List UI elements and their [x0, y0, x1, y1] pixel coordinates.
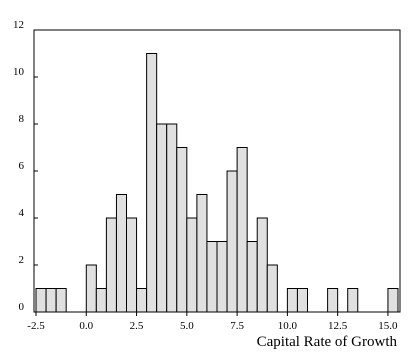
histogram-bar	[176, 147, 188, 313]
histogram-bar	[216, 241, 228, 313]
bars-group	[35, 53, 399, 313]
x-tick-label: 0.0	[79, 320, 93, 332]
y-tick-label: 6	[19, 160, 25, 172]
x-axis: -2.5 0.0 2.5 5.0 7.5 10.0 12.5 15.0	[27, 312, 398, 332]
histogram-bar	[126, 217, 138, 313]
y-axis: 0 2 4 6 8 10 12	[13, 19, 38, 313]
histogram-bar	[387, 288, 399, 313]
x-tick-label: 7.5	[230, 320, 244, 332]
histogram-bar	[146, 53, 158, 313]
histogram-bar	[115, 194, 128, 313]
histogram-bar	[105, 217, 117, 313]
y-tick-label: 4	[19, 207, 25, 219]
x-tick-label: 5.0	[180, 320, 194, 332]
histogram-bar	[256, 217, 268, 313]
x-tick-label: 10.0	[278, 320, 298, 332]
y-tick-label: 8	[19, 113, 25, 125]
histogram-bar	[186, 217, 198, 313]
histogram-bar	[136, 288, 148, 313]
x-axis-title: Capital Rate of Growth	[257, 334, 398, 350]
histogram-bar	[45, 288, 57, 313]
x-tick-label: 15.0	[378, 320, 398, 332]
histogram-bar	[347, 288, 359, 313]
y-tick-label: 10	[13, 66, 25, 78]
histogram-bar	[35, 288, 47, 313]
histogram-bar	[286, 288, 298, 313]
histogram-bar	[327, 288, 339, 313]
histogram-bar	[226, 170, 238, 313]
x-tick-label: 2.5	[130, 320, 144, 332]
histogram-bar	[55, 288, 67, 313]
histogram-bar	[196, 194, 208, 313]
histogram-bar	[166, 123, 178, 313]
histogram-bar	[246, 241, 258, 313]
histogram-bar	[156, 123, 168, 313]
histogram-bar	[296, 288, 308, 313]
y-tick-label: 12	[13, 19, 24, 31]
x-tick-label: 12.5	[328, 320, 348, 332]
y-tick-label: 0	[19, 301, 25, 313]
histogram-bar	[236, 147, 248, 313]
x-tick-label: -2.5	[27, 320, 45, 332]
histogram-bar	[85, 264, 97, 313]
histogram-bar	[266, 264, 278, 313]
histogram-bar	[206, 241, 218, 313]
y-tick-label: 2	[19, 254, 25, 266]
histogram-bar	[95, 288, 107, 313]
